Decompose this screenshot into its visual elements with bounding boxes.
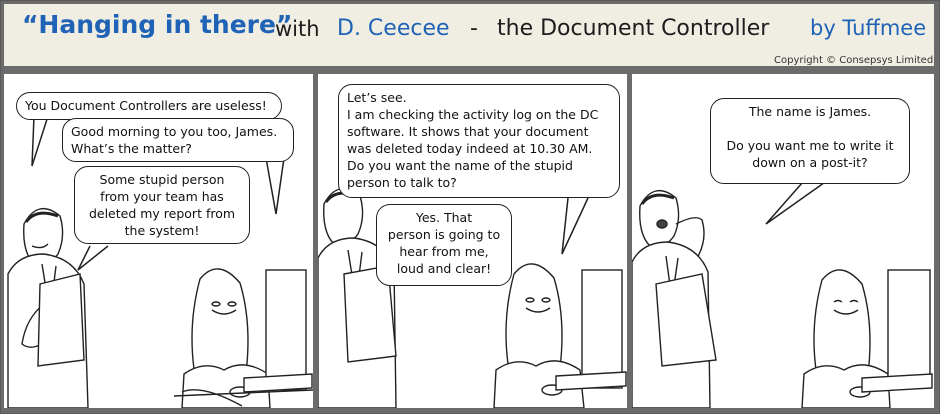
speech-bubble-2: Good morning to you too, James. What’s t… bbox=[62, 118, 294, 162]
title-dash: - bbox=[470, 16, 478, 41]
character-name: D. Ceecee bbox=[337, 16, 450, 41]
desk-and-monitor bbox=[555, 269, 627, 391]
comic-subtitle: the Document Controller bbox=[497, 16, 770, 41]
speech-bubble-1: You Document Controllers are useless! bbox=[16, 92, 282, 120]
desk-and-monitor bbox=[861, 269, 933, 393]
panel-1-drawing bbox=[7, 115, 313, 408]
woman-ceecee-figure bbox=[181, 268, 271, 408]
title-bar: “Hanging in there” with D. Ceecee - the … bbox=[4, 4, 934, 66]
panel-3-drawing bbox=[632, 173, 933, 408]
desk-and-monitor bbox=[173, 269, 313, 397]
title-with: with bbox=[275, 17, 320, 41]
comic-panel-3: The name is James. Do you want me to wri… bbox=[632, 74, 934, 408]
man-james-figure bbox=[7, 207, 89, 408]
speech-bubble-5: Yes. That person is going to hear from m… bbox=[376, 204, 512, 286]
comic-panel-1: You Document Controllers are useless! Go… bbox=[4, 74, 313, 408]
man-james-figure bbox=[632, 189, 717, 408]
author-credit: by Tuffmee bbox=[810, 16, 927, 40]
speech-bubble-6: The name is James. Do you want me to wri… bbox=[710, 98, 910, 184]
copyright-notice: Copyright © Consepsys Limited bbox=[774, 55, 934, 66]
woman-ceecee-figure bbox=[493, 263, 585, 408]
speech-bubble-4: Let’s see. I am checking the activity lo… bbox=[338, 84, 620, 198]
comic-title: “Hanging in there” bbox=[22, 10, 293, 39]
man-james-figure bbox=[318, 187, 397, 408]
woman-ceecee-figure bbox=[801, 269, 891, 408]
speech-bubble-3: Some stupid person from your team has de… bbox=[74, 166, 250, 244]
comic-panel-2: Let’s see. I am checking the activity lo… bbox=[318, 74, 627, 408]
